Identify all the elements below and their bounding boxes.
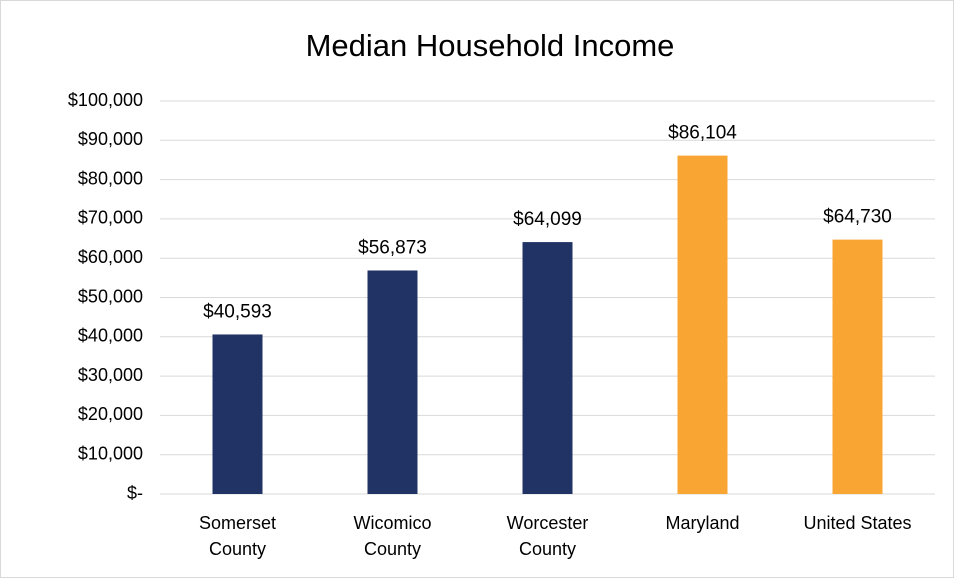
x-tick-label: Maryland: [665, 513, 740, 533]
bar: [367, 270, 418, 494]
y-tick-label: $30,000: [78, 365, 143, 385]
y-tick-label: $70,000: [78, 208, 143, 228]
y-tick-label: $40,000: [78, 326, 143, 346]
value-label: $64,099: [513, 209, 582, 230]
y-tick-label: $-: [127, 483, 143, 503]
y-tick-label: $60,000: [78, 247, 143, 267]
y-tick-label: $100,000: [68, 90, 143, 110]
x-tick-label: Worcester County: [506, 513, 589, 559]
value-label: $40,593: [203, 301, 272, 322]
value-label: $56,873: [358, 238, 427, 259]
bar: [832, 239, 883, 494]
value-label: $64,730: [823, 207, 892, 228]
bar: [212, 334, 263, 494]
x-tick-label: Wicomico County: [353, 513, 432, 559]
value-label: $86,104: [668, 123, 737, 144]
y-tick-label: $90,000: [78, 129, 143, 149]
y-tick-label: $80,000: [78, 168, 143, 188]
x-tick-label: United States: [803, 513, 912, 533]
x-tick-label: Somerset County: [198, 513, 277, 559]
bar: [677, 155, 728, 495]
y-tick-label: $20,000: [78, 404, 143, 424]
bar: [522, 242, 573, 494]
chart-title: Median Household Income: [306, 28, 675, 63]
y-tick-label: $10,000: [78, 443, 143, 463]
y-tick-label: $50,000: [78, 286, 143, 306]
